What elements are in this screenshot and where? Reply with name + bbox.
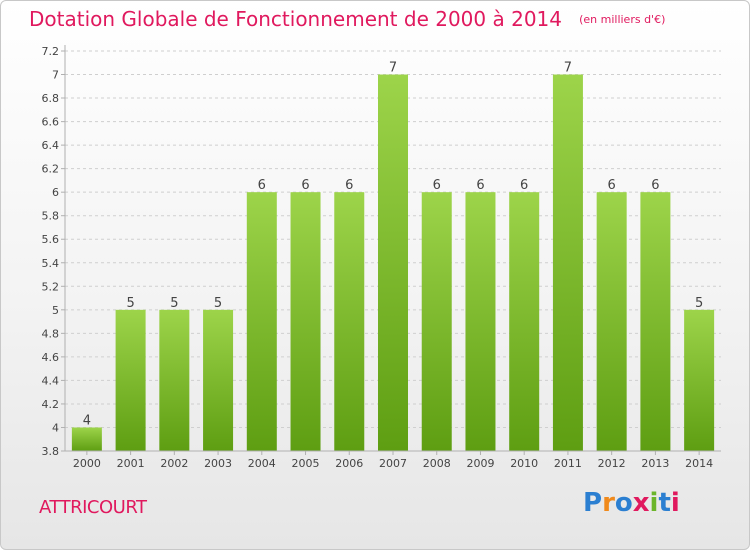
- y-tick-label: 7.2: [42, 45, 60, 58]
- x-tick-label: 2001: [117, 457, 145, 470]
- data-label: 5: [170, 296, 178, 311]
- logo-letter: i: [649, 488, 659, 518]
- y-tick-label: 6: [52, 186, 59, 199]
- x-tick-label: 2000: [73, 457, 101, 470]
- bar-2009: [465, 192, 496, 452]
- y-tick-label: 5.2: [42, 280, 60, 293]
- bar-2006: [334, 192, 365, 452]
- x-tick-label: 2005: [292, 457, 320, 470]
- bar-2011: [552, 74, 583, 451]
- bar-2014: [684, 309, 715, 451]
- logo-letter: r: [602, 488, 615, 518]
- y-tick-label: 4: [52, 421, 59, 434]
- x-tick-label: 2011: [554, 457, 582, 470]
- y-tick-label: 5.4: [42, 257, 60, 270]
- bar-2010: [509, 192, 540, 452]
- y-tick-label: 4.4: [42, 374, 60, 387]
- logo-letter: i: [670, 488, 680, 518]
- data-label: 6: [433, 178, 441, 193]
- x-tick-label: 2003: [204, 457, 232, 470]
- y-tick-label: 6.8: [42, 92, 60, 105]
- y-tick-label: 7: [52, 69, 59, 82]
- data-label: 5: [126, 296, 134, 311]
- y-tick-label: 6.4: [42, 139, 60, 152]
- bar-2003: [203, 309, 234, 451]
- data-label: 4: [83, 413, 91, 428]
- y-tick-label: 3.8: [42, 445, 60, 458]
- x-tick-label: 2002: [160, 457, 188, 470]
- commune-name: ATTRICOURT: [39, 497, 147, 518]
- y-tick-label: 6.2: [42, 163, 60, 176]
- logo-letter: t: [658, 488, 671, 518]
- x-tick-label: 2013: [641, 457, 669, 470]
- y-tick-label: 4.8: [42, 327, 60, 340]
- chart-title: Dotation Globale de Fonctionnement de 20…: [29, 7, 562, 31]
- data-label: 6: [520, 178, 528, 193]
- x-tick-label: 2014: [685, 457, 713, 470]
- bar-2004: [246, 192, 277, 452]
- x-tick-label: 2006: [335, 457, 363, 470]
- bar-2008: [421, 192, 452, 452]
- bar-2007: [378, 74, 408, 451]
- chart-subtitle: (en milliers d'€): [579, 13, 666, 26]
- bar-2013: [640, 192, 671, 452]
- data-label: 6: [301, 178, 309, 193]
- y-tick-label: 6.6: [42, 116, 60, 129]
- logo-letter: x: [632, 488, 650, 518]
- x-tick-label: 2010: [510, 457, 538, 470]
- data-label: 6: [608, 178, 616, 193]
- logo-letter: P: [583, 488, 603, 518]
- data-label: 7: [389, 61, 397, 76]
- bar-2005: [290, 192, 321, 452]
- bar-2002: [159, 309, 190, 451]
- y-tick-label: 5.6: [42, 233, 60, 246]
- x-tick-label: 2008: [423, 457, 451, 470]
- data-label: 7: [564, 61, 572, 76]
- logo-letter: o: [614, 488, 633, 518]
- data-label: 6: [476, 178, 484, 193]
- x-tick-label: 2004: [248, 457, 276, 470]
- bar-2012: [596, 192, 627, 452]
- x-tick-label: 2007: [379, 457, 407, 470]
- y-tick-label: 4.6: [42, 351, 60, 364]
- y-tick-label: 5: [52, 304, 59, 317]
- bar-2000: [71, 427, 102, 451]
- y-tick-label: 5.8: [42, 210, 60, 223]
- data-label: 5: [214, 296, 222, 311]
- data-label: 6: [651, 178, 659, 193]
- proxiti-logo: Proxiti: [583, 488, 680, 518]
- title-row: Dotation Globale de Fonctionnement de 20…: [29, 7, 665, 31]
- x-tick-label: 2012: [598, 457, 626, 470]
- data-label: 6: [258, 178, 266, 193]
- y-tick-label: 4.2: [42, 398, 60, 411]
- data-label: 5: [695, 296, 703, 311]
- bar-2001: [115, 309, 146, 451]
- x-tick-label: 2009: [466, 457, 494, 470]
- data-label: 6: [345, 178, 353, 193]
